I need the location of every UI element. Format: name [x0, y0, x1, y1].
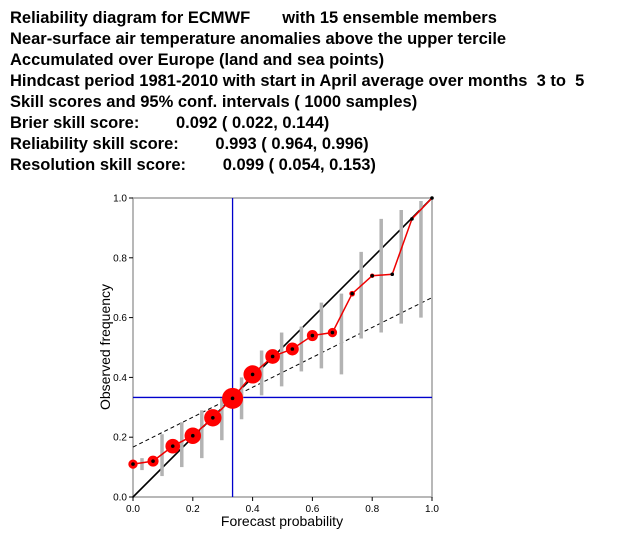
reliability-point-center: [211, 415, 215, 420]
reliability-point-center: [230, 396, 235, 401]
reliability-point-center: [290, 347, 295, 351]
reliability-point-center: [191, 433, 195, 438]
reliability-skill-score: Reliability skill score: 0.993 ( 0.964, …: [10, 135, 369, 153]
x-tick-label: 0.8: [365, 504, 379, 515]
x-tick-label: 0.0: [126, 504, 140, 515]
reliability-point-center: [330, 330, 335, 335]
reliability-point-center: [131, 462, 135, 466]
reliability-point-center: [430, 196, 434, 200]
title-line-3: Accumulated over Europe (land and sea po…: [10, 51, 385, 69]
x-tick-label: 1.0: [425, 504, 439, 515]
reliability-point-center: [310, 333, 315, 338]
y-tick-label: 0.4: [113, 373, 127, 384]
title-line-5: Skill scores and 95% conf. intervals ( 1…: [10, 93, 418, 111]
title-line-2: Near-surface air temperature anomalies a…: [10, 30, 507, 48]
title-line-1: Reliability diagram for ECMWF with 15 en…: [10, 9, 497, 27]
title-line-4: Hindcast period 1981-2010 with start in …: [10, 72, 585, 90]
plot-frame: [132, 197, 433, 498]
reliability-point-center: [151, 459, 155, 463]
reliability-curve: [132, 197, 433, 465]
x-tick-label: 0.2: [186, 504, 200, 515]
x-tick-label: 0.4: [246, 504, 260, 515]
brier-skill-score: Brier skill score: 0.092 ( 0.022, 0.144): [10, 114, 330, 132]
reliability-point-center: [390, 272, 395, 277]
y-tick-label: 0.6: [113, 313, 127, 324]
reliability-point-center: [170, 444, 175, 448]
y-tick-label: 0.2: [113, 433, 127, 444]
x-tick-label: 0.6: [305, 504, 319, 515]
y-tick-label: 0.8: [113, 253, 127, 264]
x-axis-label: Forecast probability: [221, 513, 343, 529]
y-axis-label: Observed frequency: [97, 284, 113, 410]
chart-header: Reliability diagram for ECMWF with 15 en…: [10, 8, 625, 176]
reliability-point-center: [250, 372, 255, 377]
y-tick-label: 1.0: [113, 194, 127, 205]
y-tick-label: 0.0: [113, 493, 127, 504]
plot-area: 0.0 0.2 0.4 0.6 0.8 1.0 0.0 0.2 0.4 0.6 0.8 1.0: [113, 194, 439, 516]
reliability-point-center: [270, 354, 275, 359]
reliability-point-center: [410, 217, 414, 221]
resolution-skill-score: Resolution skill score: 0.099 ( 0.054, 0…: [10, 156, 376, 174]
reliability-point-center: [370, 273, 375, 278]
reliability-point-center: [350, 291, 354, 296]
